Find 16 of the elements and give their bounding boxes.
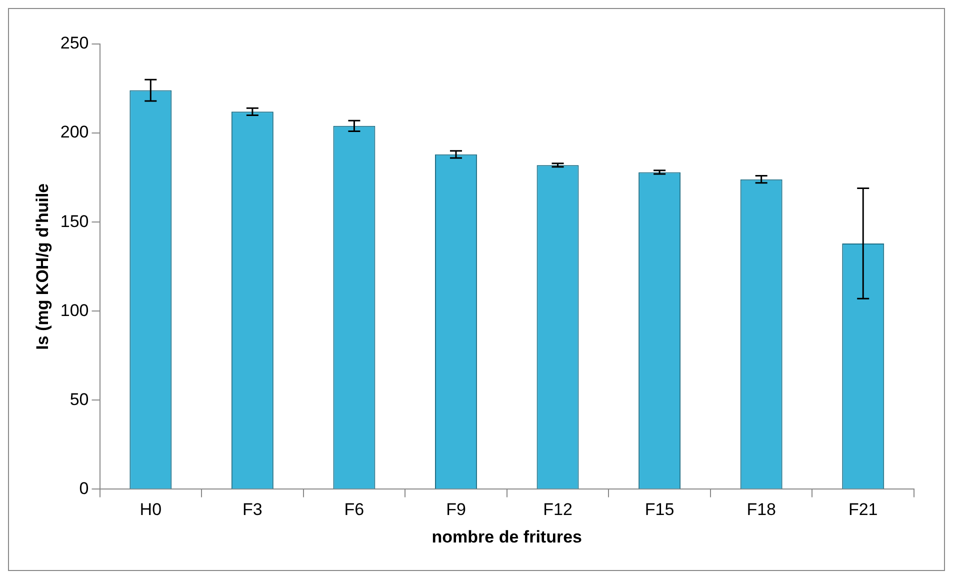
x-tick-label: F9 [446, 500, 466, 520]
x-tick-label: F15 [644, 500, 674, 520]
y-tick-label: 50 [70, 390, 89, 409]
x-tick-label: F18 [746, 500, 776, 520]
x-tick-label: H0 [140, 500, 162, 520]
y-axis-title: Is (mg KOH/g d'huile [32, 183, 52, 350]
x-axis-title: nombre de fritures [432, 527, 582, 546]
y-tick-label: 250 [60, 34, 89, 53]
y-tick-label: 0 [79, 478, 89, 498]
x-tick-label: F3 [242, 500, 262, 520]
y-tick-label: 100 [60, 300, 89, 320]
x-tick-label: F21 [848, 500, 878, 520]
y-tick-label: 150 [60, 212, 89, 231]
x-tick-label: F12 [543, 500, 572, 520]
x-tick-label: F6 [344, 500, 364, 520]
y-tick-label: 200 [60, 122, 89, 142]
